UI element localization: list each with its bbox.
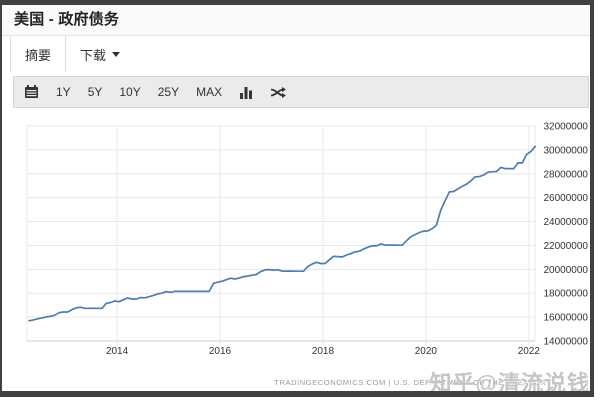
svg-text:14000000: 14000000 (544, 337, 589, 348)
shuffle-icon (270, 86, 287, 98)
title-bar: 美国 - 政府债务 (2, 5, 590, 36)
svg-text:22000000: 22000000 (544, 241, 589, 252)
calendar-icon (25, 85, 38, 98)
calendar-button[interactable] (24, 85, 39, 99)
svg-text:20000000: 20000000 (544, 265, 589, 276)
chart-type-button[interactable] (239, 86, 253, 99)
tab-summary[interactable]: 摘要 (10, 36, 67, 72)
svg-text:28000000: 28000000 (544, 169, 589, 180)
svg-text:32000000: 32000000 (544, 122, 589, 133)
tab-download-label: 下载 (80, 47, 107, 63)
svg-text:2014: 2014 (106, 346, 129, 357)
caret-down-icon (112, 51, 121, 57)
widget-frame: 美国 - 政府债务 摘要 下载 1Y 5Y 10Y 25Y MAX (0, 0, 594, 397)
svg-text:18000000: 18000000 (544, 289, 589, 300)
chart-area: 14000000 16000000 18000000 20000000 22000000… (2, 112, 590, 396)
range-button-10y[interactable]: 10Y (119, 85, 141, 99)
compare-button[interactable] (270, 86, 287, 99)
debt-chart[interactable]: 14000000 16000000 18000000 20000000 22000000… (2, 112, 590, 395)
svg-text:24000000: 24000000 (544, 217, 589, 228)
range-button-max[interactable]: MAX (196, 85, 223, 99)
svg-text:30000000: 30000000 (544, 145, 589, 156)
bar-chart-icon (240, 86, 253, 99)
svg-text:26000000: 26000000 (544, 193, 589, 204)
page-title: 美国 - 政府债务 (14, 11, 120, 28)
svg-text:2016: 2016 (209, 346, 232, 357)
tab-summary-label: 摘要 (25, 47, 52, 63)
watermark: 知乎@清流说钱 (429, 371, 590, 396)
tab-download[interactable]: 下载 (66, 36, 134, 72)
svg-text:2020: 2020 (415, 346, 438, 357)
chart-toolbar: 1Y 5Y 10Y 25Y MAX (13, 76, 589, 108)
range-button-5y[interactable]: 5Y (87, 85, 103, 99)
tab-row: 摘要 下载 (2, 36, 590, 72)
range-button-25y[interactable]: 25Y (157, 85, 180, 99)
svg-text:16000000: 16000000 (544, 313, 589, 324)
svg-text:2018: 2018 (312, 346, 335, 357)
svg-text:2022: 2022 (518, 346, 541, 357)
chart-attribution: TRADINGECONOMICS.COM | U.S. DEPARTMENT O… (274, 378, 552, 387)
range-button-1y[interactable]: 1Y (56, 85, 71, 99)
